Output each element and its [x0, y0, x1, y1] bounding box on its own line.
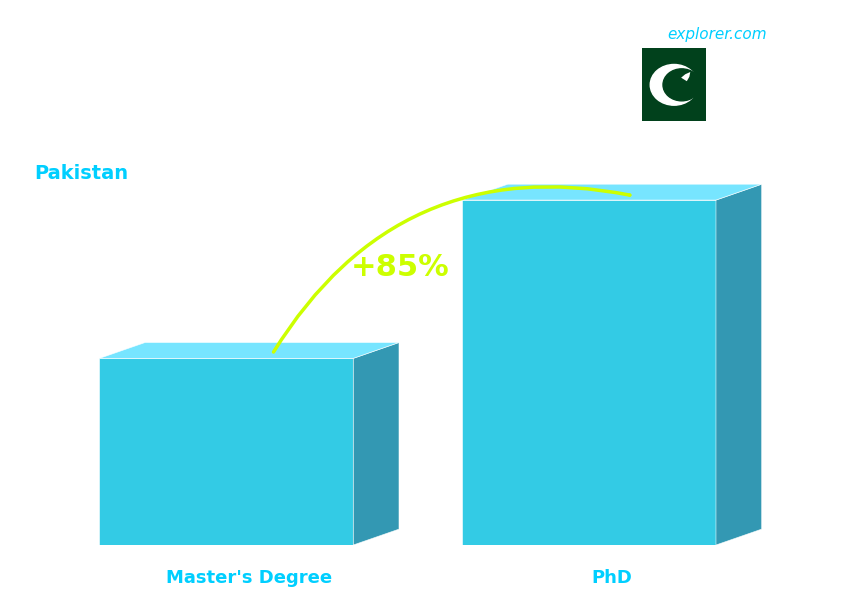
Polygon shape [99, 342, 399, 358]
Text: Pakistan: Pakistan [34, 164, 128, 182]
Text: Master's Degree: Master's Degree [166, 569, 332, 587]
Polygon shape [99, 358, 354, 545]
Text: explorer.com: explorer.com [667, 27, 767, 42]
Text: PhD: PhD [592, 569, 632, 587]
Polygon shape [642, 48, 706, 121]
Text: 146,000 PKR: 146,000 PKR [692, 166, 817, 184]
Text: Professor - Computer Science: Professor - Computer Science [34, 109, 363, 129]
Text: Salary Comparison By Education: Salary Comparison By Education [34, 42, 591, 72]
Polygon shape [462, 200, 716, 545]
Polygon shape [462, 184, 762, 200]
Polygon shape [716, 184, 762, 545]
FancyArrowPatch shape [274, 187, 630, 352]
Text: 79,000 PKR: 79,000 PKR [18, 324, 130, 342]
Polygon shape [681, 72, 690, 81]
Circle shape [663, 69, 700, 101]
Polygon shape [354, 342, 399, 545]
Text: salary: salary [612, 27, 658, 42]
Text: Average Monthly Salary: Average Monthly Salary [827, 236, 837, 370]
Text: +85%: +85% [351, 253, 450, 282]
Circle shape [650, 64, 698, 105]
